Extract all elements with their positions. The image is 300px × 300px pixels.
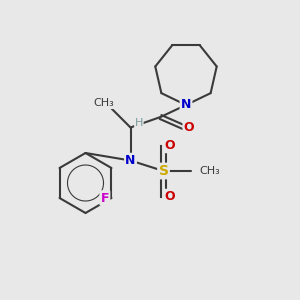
Text: CH₃: CH₃	[200, 166, 220, 176]
Text: CH₃: CH₃	[93, 98, 114, 109]
Text: N: N	[125, 154, 136, 167]
Text: O: O	[165, 190, 176, 203]
Text: S: S	[158, 164, 169, 178]
Text: O: O	[165, 139, 176, 152]
Text: O: O	[184, 121, 194, 134]
Text: N: N	[181, 98, 191, 112]
Text: H: H	[135, 118, 143, 128]
Text: F: F	[100, 191, 109, 205]
